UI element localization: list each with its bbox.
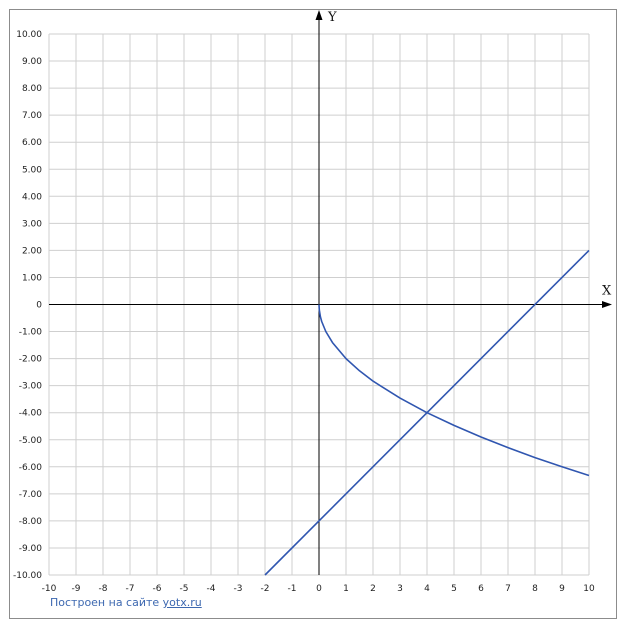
footer-link[interactable]: yotx.ru — [162, 596, 202, 609]
y-tick-label: -6.00 — [19, 463, 43, 473]
x-axis-arrow — [602, 301, 612, 308]
chart-frame — [9, 9, 617, 619]
y-tick-label: 0 — [36, 301, 42, 311]
x-tick-label: -7 — [126, 584, 135, 594]
x-tick-label: -2 — [261, 584, 270, 594]
x-axis-label: X — [602, 284, 612, 299]
y-tick-label: -1.00 — [19, 328, 43, 338]
x-tick-label: 2 — [370, 584, 376, 594]
x-tick-label: -9 — [72, 584, 81, 594]
x-tick-label: -1 — [288, 584, 297, 594]
y-tick-label: 1.00 — [22, 273, 42, 283]
x-tick-label: 0 — [316, 584, 322, 594]
x-tick-label: 4 — [424, 584, 430, 594]
y-tick-label: 9.00 — [22, 57, 42, 67]
x-tick-label: -8 — [99, 584, 108, 594]
y-tick-label: 8.00 — [22, 84, 42, 94]
y-tick-label: 4.00 — [22, 192, 42, 202]
y-tick-label: 6.00 — [22, 138, 42, 148]
y-axis-arrow — [315, 10, 323, 20]
x-tick-label: 10 — [583, 584, 595, 594]
x-tick-label: -10 — [42, 584, 57, 594]
x-tick-label: 8 — [532, 584, 538, 594]
x-tick-label: 9 — [559, 584, 565, 594]
series-line — [318, 304, 590, 477]
y-tick-label: 10.00 — [16, 30, 42, 40]
series-line — [264, 249, 590, 576]
y-tick-labels: 10.00 9.00 8.00 7.00 6.00 5.00 4.00 3.00 2.00 1.0… — [13, 30, 42, 581]
y-tick-label: 5.00 — [22, 165, 42, 175]
y-tick-label: -7.00 — [19, 490, 43, 500]
y-tick-label: -3.00 — [19, 382, 43, 392]
x-tick-label: -6 — [153, 584, 162, 594]
footer-credit: Построен на сайте yotx.ru — [50, 596, 202, 609]
x-tick-label: -4 — [207, 584, 216, 594]
axes — [49, 10, 612, 575]
x-tick-label: 5 — [451, 584, 457, 594]
y-tick-label: -5.00 — [19, 436, 43, 446]
y-tick-label: -4.00 — [19, 409, 43, 419]
y-tick-label: -2.00 — [19, 355, 43, 365]
series-lines — [264, 249, 590, 576]
x-tick-label: 7 — [505, 584, 511, 594]
x-tick-label: 6 — [478, 584, 484, 594]
x-tick-labels: -10 -9 -8 -7 -6 -5 -4 -3 -2 -1 0 1 2 3 4 5 6 7 8 9 10 — [42, 584, 595, 594]
x-tick-label: 3 — [397, 584, 403, 594]
x-tick-label: -3 — [234, 584, 243, 594]
x-tick-label: -5 — [180, 584, 189, 594]
y-tick-label: -9.00 — [19, 544, 43, 554]
y-axis-label: Y — [327, 10, 337, 25]
y-tick-label: 2.00 — [22, 246, 42, 256]
x-tick-label: 1 — [343, 584, 349, 594]
y-tick-label: 7.00 — [22, 111, 42, 121]
y-tick-label: -8.00 — [19, 517, 43, 527]
y-tick-label: -10.00 — [13, 571, 42, 581]
footer-text: Построен на сайте — [50, 596, 160, 609]
y-tick-label: 3.00 — [22, 219, 42, 229]
